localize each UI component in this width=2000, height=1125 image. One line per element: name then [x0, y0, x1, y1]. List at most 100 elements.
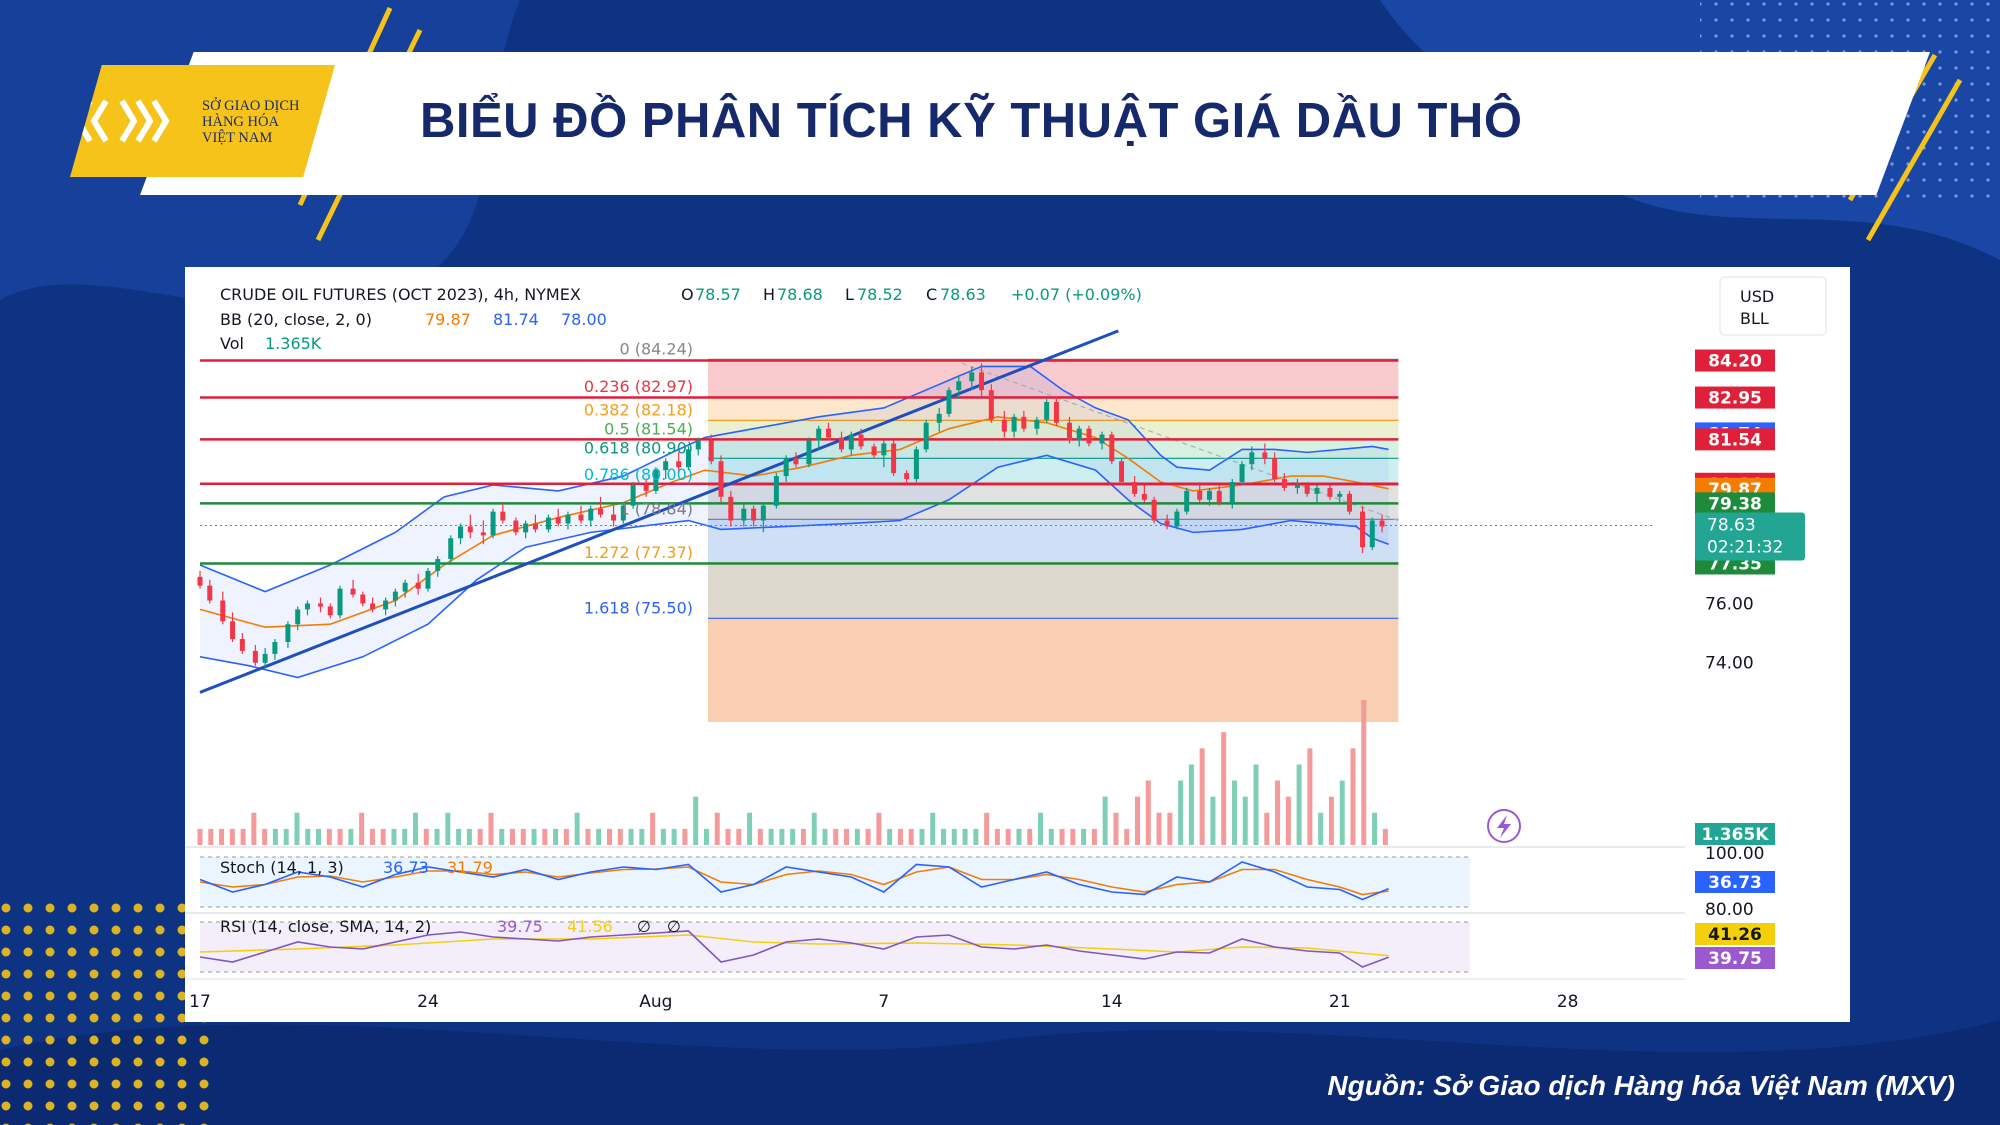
- candle-body: [327, 606, 333, 616]
- volume-bar: [369, 828, 375, 845]
- candle-body: [350, 588, 356, 595]
- candle-body: [816, 428, 822, 441]
- tradingview-chart: 0 (84.24) 0.236 (82.97) 0.382 (82.18)0.5 (…: [185, 276, 1827, 1012]
- stochastic-pane: [199, 856, 1470, 908]
- candle-body: [1347, 493, 1353, 512]
- candle-body: [1184, 490, 1190, 512]
- last-price-countdown: 02:21:32: [1707, 538, 1783, 558]
- volume-bar: [1221, 732, 1227, 845]
- volume-bar: [930, 812, 936, 845]
- volume-bar: [391, 828, 397, 845]
- decor-dots-bottom-left: [0, 900, 215, 1125]
- volume-bar: [348, 828, 354, 845]
- candle-body: [1109, 434, 1115, 462]
- fib-label: 0.5 (81.54): [604, 419, 693, 438]
- candle-body: [1164, 520, 1170, 527]
- candle-body: [565, 514, 571, 524]
- volume-bar: [240, 828, 246, 845]
- candle-body: [1053, 402, 1059, 423]
- volume-bar: [509, 828, 515, 845]
- volume-bar: [703, 828, 709, 845]
- lightning-icon[interactable]: [1487, 809, 1521, 843]
- candle-body: [578, 514, 584, 521]
- volume-bar: [1070, 828, 1076, 845]
- stoch-band: [200, 857, 1470, 907]
- candle-body: [956, 381, 962, 391]
- fib-label: 0 (84.24): [619, 339, 693, 358]
- price-label-bg: [1695, 386, 1775, 409]
- candle-body: [611, 514, 617, 521]
- logo-line-1: SỞ GIAO DỊCH: [202, 98, 300, 114]
- stoch-top-scale: 100.00: [1705, 844, 1764, 864]
- bb-upper-line: [199, 365, 1389, 593]
- candle-body: [262, 653, 268, 663]
- volume-bar: [1102, 796, 1108, 845]
- candle-body: [252, 650, 258, 663]
- candle-body: [1272, 458, 1278, 480]
- volume-bar: [219, 828, 225, 845]
- candle-body: [969, 372, 975, 382]
- volume-bar: [1199, 748, 1205, 845]
- volume-bar: [919, 828, 925, 845]
- price-label: 81.54: [1708, 430, 1762, 450]
- fib-zone: [708, 562, 1399, 619]
- volume-bar: [671, 828, 677, 845]
- candle-body: [304, 603, 310, 610]
- candles: [197, 363, 1385, 669]
- candle-body: [783, 458, 789, 477]
- volume-bar: [844, 828, 850, 845]
- volume-bar: [229, 828, 235, 845]
- candle-body: [1369, 520, 1375, 548]
- candle-body: [598, 508, 604, 515]
- volume-bar: [617, 828, 623, 845]
- volume-bar: [897, 828, 903, 845]
- candle-body: [383, 600, 389, 610]
- y-tick-label: 74.00: [1705, 654, 1754, 674]
- candle-body: [620, 505, 626, 521]
- volume-bar: [1285, 796, 1291, 845]
- volume-bar: [1005, 828, 1011, 845]
- legend-open-label: O: [681, 285, 694, 304]
- legend-close-value: 78.63: [940, 285, 986, 304]
- candle-body: [392, 591, 398, 601]
- candle-body: [825, 428, 831, 438]
- candle-body: [1360, 511, 1366, 548]
- volume-bar: [251, 812, 257, 845]
- volume-bar: [197, 828, 203, 845]
- stoch-d-value: 31.79: [447, 858, 493, 877]
- candle-body: [685, 449, 691, 468]
- volume-bar: [563, 828, 569, 845]
- volume-bar: [283, 828, 289, 845]
- legend-bb-upper: 81.74: [493, 310, 539, 329]
- fib-label: 0.382 (82.18): [584, 400, 693, 419]
- candle-body: [663, 461, 669, 471]
- volume-bar: [876, 812, 882, 845]
- volume-bar: [272, 828, 278, 845]
- candle-body: [904, 473, 910, 480]
- volume-bar: [1145, 780, 1151, 845]
- candle-body: [988, 390, 994, 420]
- volume-bar: [434, 828, 440, 845]
- candle-body: [741, 508, 747, 521]
- candle-body: [1119, 461, 1125, 482]
- volume-bar: [865, 828, 871, 845]
- candle-body: [653, 470, 659, 491]
- candle-body: [1011, 416, 1017, 432]
- fib-label: 1 (78.84): [619, 499, 693, 518]
- volume-bar: [1156, 812, 1162, 845]
- candle-body: [230, 621, 236, 640]
- volume-bar: [1231, 780, 1237, 845]
- volume-bar: [1328, 796, 1334, 845]
- volume-bar: [531, 828, 537, 845]
- candle-body: [979, 372, 985, 391]
- volume-bar: [1091, 828, 1097, 845]
- rsi-label: RSI (14, close, SMA, 14, 2): [220, 917, 431, 936]
- volume-bar: [1318, 812, 1324, 845]
- y-tick-label: 76.00: [1705, 594, 1754, 614]
- fib-label: 0.786 (80.00): [584, 465, 693, 484]
- currency-button[interactable]: USD BLL: [1719, 276, 1827, 336]
- volume-bar: [423, 828, 429, 845]
- candle-body: [1229, 482, 1235, 503]
- volume-bar: [1253, 764, 1259, 845]
- candle-body: [1249, 452, 1255, 465]
